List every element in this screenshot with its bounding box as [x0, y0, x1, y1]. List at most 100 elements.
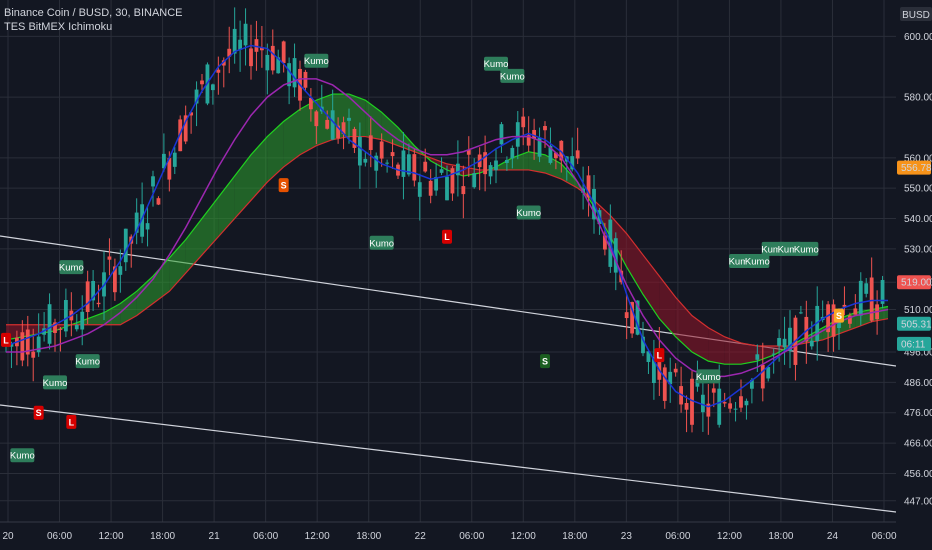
candle-body	[374, 155, 379, 171]
price-tick-label: 466.00	[904, 439, 932, 450]
candle-body	[521, 116, 526, 128]
signal-markers: KumoKumoKumoKumoKumoKumoKumoKumoKumoKumo…	[1, 53, 844, 463]
cloud-segment	[708, 327, 725, 365]
candle-body	[668, 371, 673, 385]
cloud-segment	[283, 109, 300, 167]
candle-body	[200, 80, 204, 85]
price-tag-label: 06:11	[901, 339, 926, 350]
cloud-segment	[300, 100, 317, 155]
candle-body	[488, 165, 493, 177]
candle-body	[630, 302, 635, 334]
kumo-marker-label: Kumo	[516, 208, 541, 219]
signal-marker	[442, 229, 452, 244]
candle-body	[303, 71, 308, 88]
candle-body	[357, 136, 362, 166]
conversion-line	[5, 44, 888, 408]
cloud-segment	[528, 151, 545, 173]
candle-body	[36, 336, 41, 353]
candle-body	[417, 182, 422, 197]
candle-body	[91, 280, 96, 301]
kumo-marker	[304, 53, 329, 68]
candle-body	[864, 283, 869, 294]
candle-body	[134, 212, 139, 233]
candle-body	[858, 280, 863, 316]
candle-body	[831, 304, 836, 337]
candle-body	[347, 117, 351, 121]
candle-body	[673, 368, 678, 373]
kumo-marker-label: Kumo	[75, 357, 100, 368]
candle-body	[287, 63, 292, 87]
candle-body	[107, 256, 112, 260]
cloud-segment	[643, 254, 660, 319]
candle-body	[194, 89, 199, 104]
candle-body	[788, 327, 792, 351]
candle-body	[461, 186, 466, 195]
signal-marker-label: S	[36, 408, 42, 418]
time-tick-label: 12:00	[511, 531, 536, 542]
candle-body	[232, 28, 237, 54]
cloud-segment	[153, 257, 170, 304]
kumo-marker-label: Kumo	[59, 263, 84, 274]
candle-body	[25, 329, 30, 355]
time-axis-bg	[0, 522, 932, 550]
kumo-marker	[500, 68, 525, 83]
candle-body	[31, 351, 36, 358]
kumo-marker	[794, 241, 819, 256]
kumo-marker-label: Kumo	[304, 56, 329, 67]
cloud-segment	[463, 166, 480, 177]
signal-marker-label: L	[657, 351, 663, 361]
candle-body	[782, 338, 787, 348]
kumo-marker	[75, 354, 100, 369]
time-tick-label: 06:00	[665, 531, 690, 542]
candle-body	[308, 97, 313, 110]
candle-body	[210, 84, 215, 91]
candle-body	[363, 158, 368, 163]
signal-marker	[654, 348, 665, 363]
price-tick-label: 600.00	[904, 32, 932, 43]
candle-body	[434, 176, 439, 191]
cloud-segment	[349, 94, 366, 137]
candle-body	[151, 176, 155, 187]
kumo-marker	[369, 235, 394, 250]
candle-body	[314, 111, 319, 127]
cloud-segment	[594, 200, 611, 237]
signal-marker	[278, 178, 289, 193]
price-tick-label: 476.00	[904, 408, 932, 419]
candle-body	[47, 304, 52, 344]
kumo-marker-label: Kumo	[729, 257, 754, 268]
candle-body	[221, 60, 226, 66]
candle-body	[553, 152, 558, 159]
candle-body	[733, 408, 738, 410]
price-tick-label: 530.00	[904, 244, 932, 255]
candle-body	[249, 48, 253, 67]
price-tag-label: 519.00	[901, 278, 932, 289]
candle-body	[526, 135, 531, 146]
candle-body	[744, 400, 749, 406]
candle-body	[760, 364, 765, 389]
candle-body	[635, 300, 640, 335]
candle-body	[183, 115, 188, 142]
candle-body	[341, 122, 346, 134]
candle-body	[259, 47, 264, 51]
candle-body	[390, 152, 395, 157]
candle-body	[771, 353, 776, 355]
time-tick-label: 06:00	[459, 531, 484, 542]
cloud-segment	[675, 297, 692, 353]
candle-body	[472, 173, 477, 188]
candle-body	[700, 394, 705, 413]
cloud-segment	[512, 151, 529, 170]
signal-marker	[834, 308, 844, 323]
candle-body	[543, 126, 547, 131]
cloud-segment	[561, 163, 578, 189]
cloud-segment	[267, 121, 284, 183]
price-tag-label: 556.78	[901, 163, 932, 174]
candle-body	[276, 57, 281, 74]
time-tick-label: 06:00	[871, 531, 896, 542]
time-tick-label: 06:00	[47, 531, 72, 542]
signal-marker	[1, 332, 11, 347]
cloud-segment	[659, 276, 676, 337]
candle-body	[58, 328, 63, 330]
candle-body	[112, 266, 117, 293]
